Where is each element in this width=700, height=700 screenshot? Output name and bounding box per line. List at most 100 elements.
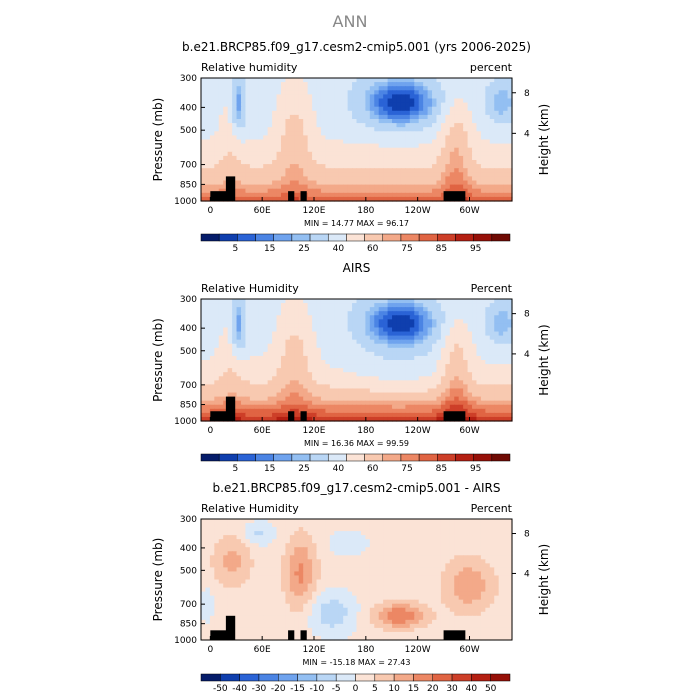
heatmap-cell	[369, 412, 375, 418]
heatmap-cell	[423, 168, 429, 173]
heatmap-cell	[289, 527, 295, 532]
heatmap-cell	[343, 551, 349, 556]
heatmap-cell	[294, 180, 300, 186]
heatmap-cell	[489, 368, 495, 373]
heatmap-cell	[405, 527, 411, 532]
heatmap-cell	[227, 364, 233, 369]
heatmap-cell	[449, 184, 455, 190]
heatmap-cell	[294, 110, 300, 116]
heatmap-cell	[489, 176, 495, 182]
colorbar-label: 60	[367, 464, 379, 474]
heatmap-cell	[312, 416, 318, 422]
heatmap-cell	[334, 355, 340, 361]
heatmap-cell	[223, 555, 229, 560]
heatmap-cell	[494, 372, 500, 377]
heatmap-cell	[227, 147, 233, 153]
heatmap-cell	[205, 364, 211, 369]
heatmap-cell	[405, 327, 411, 333]
heatmap-cell	[383, 368, 389, 373]
heatmap-cell	[432, 519, 438, 524]
heatmap-cell	[369, 90, 375, 95]
heatmap-cell	[432, 543, 438, 548]
heatmap-cell	[472, 151, 478, 157]
heatmap-cell	[329, 535, 335, 540]
heatmap-cell	[338, 299, 344, 304]
heatmap-cell	[445, 523, 451, 528]
heatmap-cell	[276, 90, 282, 95]
heatmap-cell	[347, 98, 353, 104]
heatmap-cell	[352, 131, 358, 136]
heatmap-cell	[418, 327, 424, 333]
heatmap-cell	[423, 192, 429, 198]
heatmap-cell	[267, 396, 273, 402]
heatmap-cell	[476, 119, 482, 124]
heatmap-cell	[458, 164, 464, 169]
heatmap-cell	[338, 311, 344, 316]
heatmap-cell	[449, 400, 455, 406]
heatmap-cell	[298, 535, 304, 540]
heatmap-cell	[414, 307, 420, 312]
heatmap-cell	[436, 143, 442, 149]
heatmap-cell	[343, 180, 349, 186]
heatmap-cell	[223, 539, 229, 544]
heatmap-cell	[254, 555, 260, 560]
heatmap-cell	[414, 196, 420, 202]
heatmap-cell	[498, 535, 504, 540]
heatmap-cell	[298, 102, 304, 108]
heatmap-cell	[280, 531, 287, 536]
heatmap-cell	[467, 127, 473, 132]
topography-mask	[443, 411, 466, 421]
heatmap-cell	[485, 188, 491, 194]
heatmap-cell	[263, 196, 269, 202]
heatmap-cell	[312, 98, 318, 104]
heatmap-cell	[218, 98, 224, 104]
heatmap-cell	[303, 547, 309, 552]
heatmap-cell	[223, 331, 229, 337]
heatmap-cell	[232, 155, 238, 161]
heatmap-cell	[285, 372, 291, 377]
heatmap-cell	[289, 364, 295, 369]
heatmap-cell	[240, 98, 247, 104]
heatmap-cell	[458, 303, 464, 308]
heatmap-cell	[374, 335, 380, 341]
heatmap-cell	[289, 347, 295, 353]
heatmap-cell	[467, 168, 473, 173]
heatmap-cell	[276, 110, 282, 116]
heatmap-cell	[480, 110, 486, 116]
heatmap-cell	[227, 123, 233, 128]
heatmap-cell	[383, 535, 389, 540]
heatmap-cell	[240, 555, 247, 560]
heatmap-cell	[476, 164, 482, 169]
heatmap-cell	[369, 339, 375, 345]
heatmap-cell	[507, 351, 513, 357]
heatmap-cell	[494, 82, 500, 87]
heatmap-cell	[325, 360, 331, 365]
heatmap-cell	[218, 135, 224, 141]
heatmap-cell	[316, 347, 322, 353]
heatmap-cell	[316, 335, 322, 341]
heatmap-cell	[423, 135, 429, 141]
heatmap-cell	[427, 364, 433, 369]
heatmap-cell	[356, 180, 362, 186]
heatmap-cell	[205, 543, 211, 548]
heatmap-cell	[218, 531, 224, 536]
heatmap-cell	[356, 519, 362, 524]
heatmap-cell	[267, 135, 273, 141]
heatmap-cell	[449, 168, 455, 173]
heatmap-cell	[249, 412, 255, 418]
heatmap-cell	[485, 364, 491, 369]
heatmap-cell	[503, 404, 509, 410]
heatmap-cell	[387, 364, 393, 369]
heatmap-cell	[427, 151, 433, 157]
heatmap-cell	[360, 372, 366, 377]
heatmap-cell	[223, 347, 229, 353]
heatmap-cell	[480, 86, 486, 91]
heatmap-cell	[343, 299, 349, 304]
heatmap-cell	[392, 404, 398, 410]
heatmap-cell	[396, 372, 402, 377]
heatmap-cell	[227, 164, 233, 169]
heatmap-cell	[254, 335, 260, 341]
heatmap-cell	[485, 331, 491, 337]
heatmap-cell	[343, 360, 349, 365]
heatmap-cell	[232, 368, 238, 373]
